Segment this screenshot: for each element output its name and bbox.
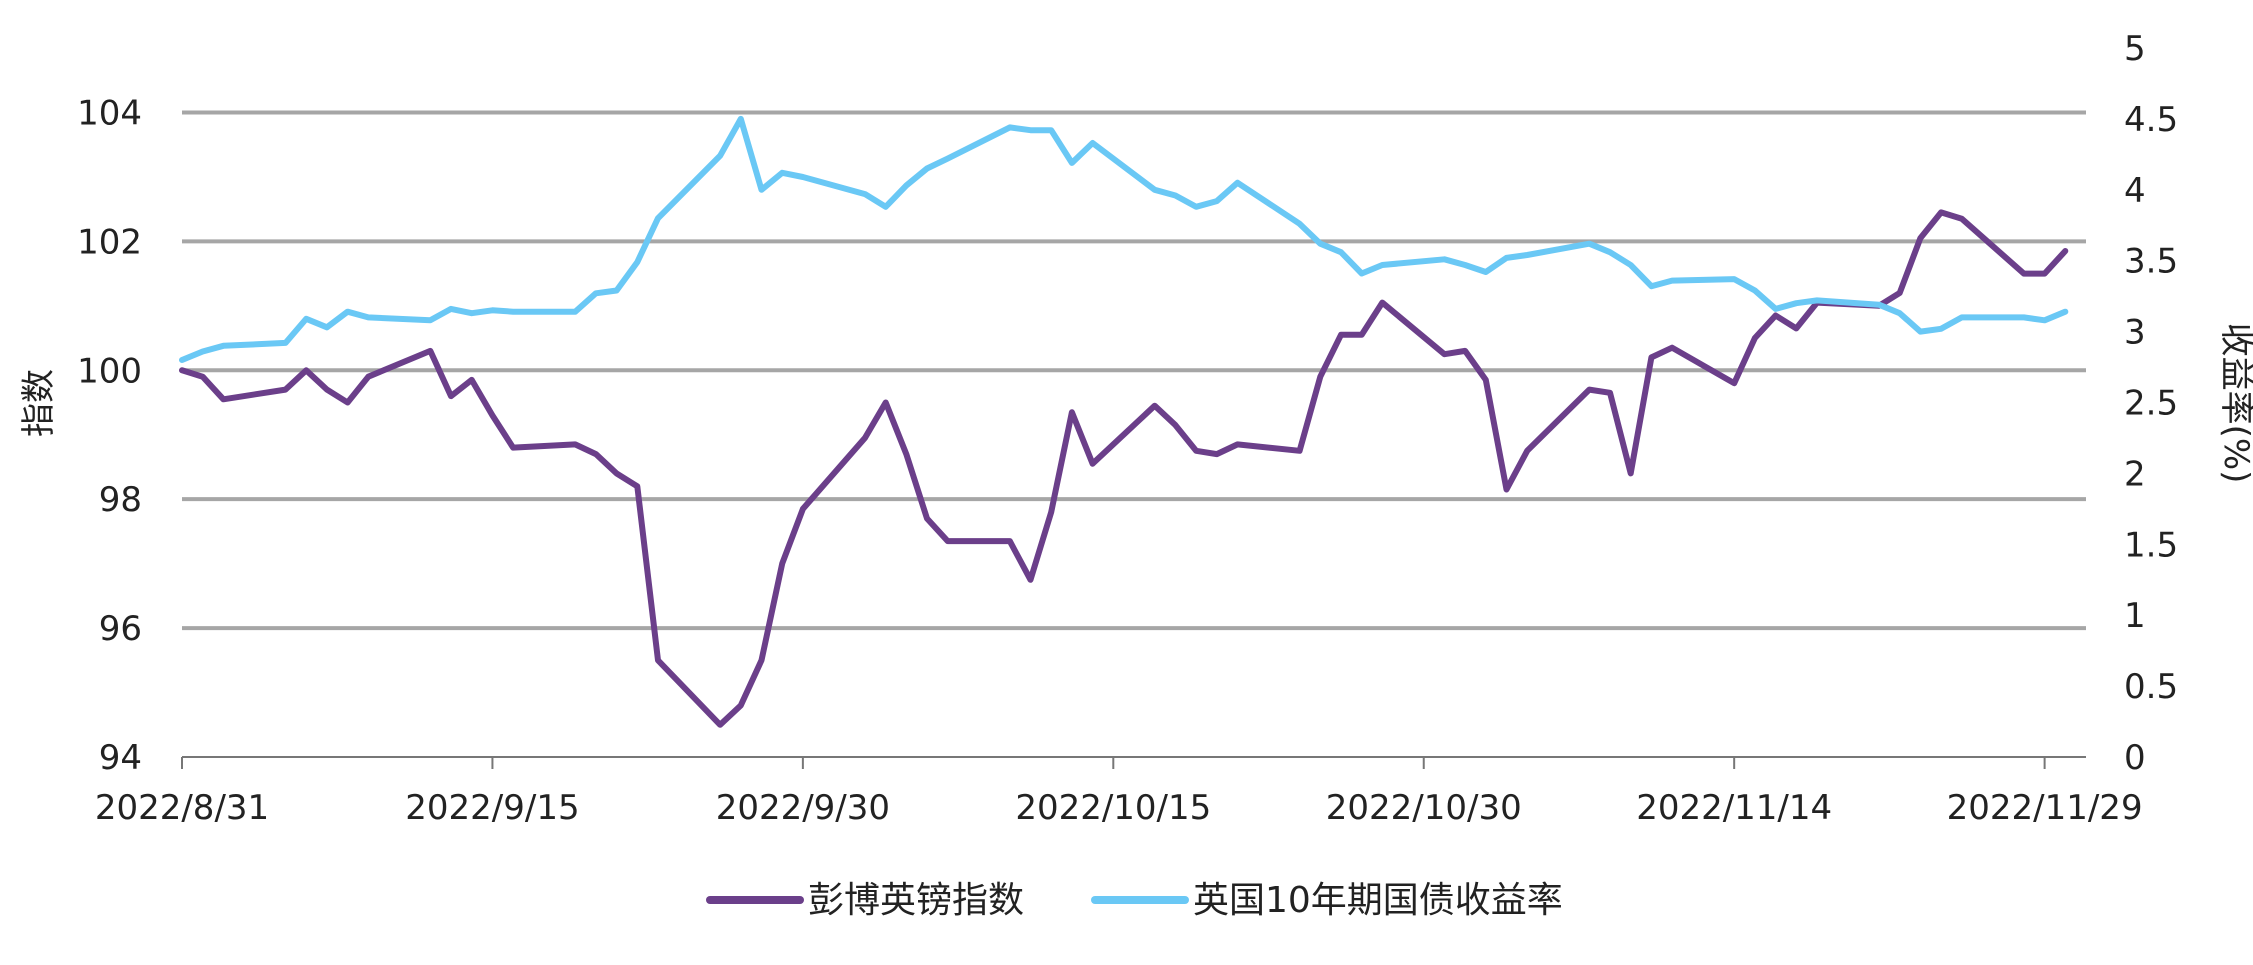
y-right-tick-label: 0	[2124, 738, 2146, 778]
legend-label-gilt-yield: 英国10年期国债收益率	[1193, 880, 1563, 921]
x-tick-label: 2022/11/29	[1947, 788, 2143, 828]
gridlines	[182, 110, 2086, 631]
y-axis-right-title: 收益率(%)	[2216, 323, 2253, 484]
y-left-tick-label: 104	[77, 93, 142, 133]
legend: 彭博英镑指数 英国10年期国债收益率	[706, 880, 1563, 921]
y-right-tick-label: 4.5	[2124, 100, 2178, 140]
x-tick-label: 2022/10/15	[1015, 788, 1211, 828]
y-right-tick-label: 3	[2124, 313, 2146, 353]
x-tick-label: 2022/9/15	[405, 788, 579, 828]
series-line-pound-index	[179, 209, 2069, 728]
y-right-tick-label: 4	[2124, 171, 2146, 211]
y-right-tick-label: 0.5	[2124, 667, 2178, 707]
legend-label-pound-index: 彭博英镑指数	[808, 880, 1024, 921]
y-left-tick-label: 98	[99, 480, 142, 520]
y-left-tick-label: 102	[77, 222, 142, 262]
y-axis-left-title: 指数	[19, 369, 59, 437]
x-tick-label: 2022/11/14	[1636, 788, 1832, 828]
y-left-tick-label: 94	[99, 738, 142, 778]
y-left-tick-label: 100	[77, 351, 142, 391]
x-tick-label: 2022/8/31	[95, 788, 269, 828]
axes: 94 96 98 100 102 104 0 0.5 1 1.5 2 2.5 3 3.5 4 4.5 5 2022…	[77, 29, 2178, 828]
x-tick-label: 2022/9/30	[716, 788, 890, 828]
y-right-tick-label: 2	[2124, 454, 2146, 494]
x-tick-label: 2022/10/30	[1326, 788, 1522, 828]
y-left-tick-label: 96	[99, 609, 142, 649]
y-right-tick-label: 5	[2124, 29, 2146, 69]
y-right-tick-label: 1.5	[2124, 525, 2178, 565]
y-right-tick-label: 1	[2124, 596, 2146, 636]
y-right-tick-label: 2.5	[2124, 384, 2178, 424]
series-line-gilt-yield	[179, 115, 2069, 363]
series-lines	[179, 115, 2069, 728]
y-right-tick-label: 3.5	[2124, 242, 2178, 282]
